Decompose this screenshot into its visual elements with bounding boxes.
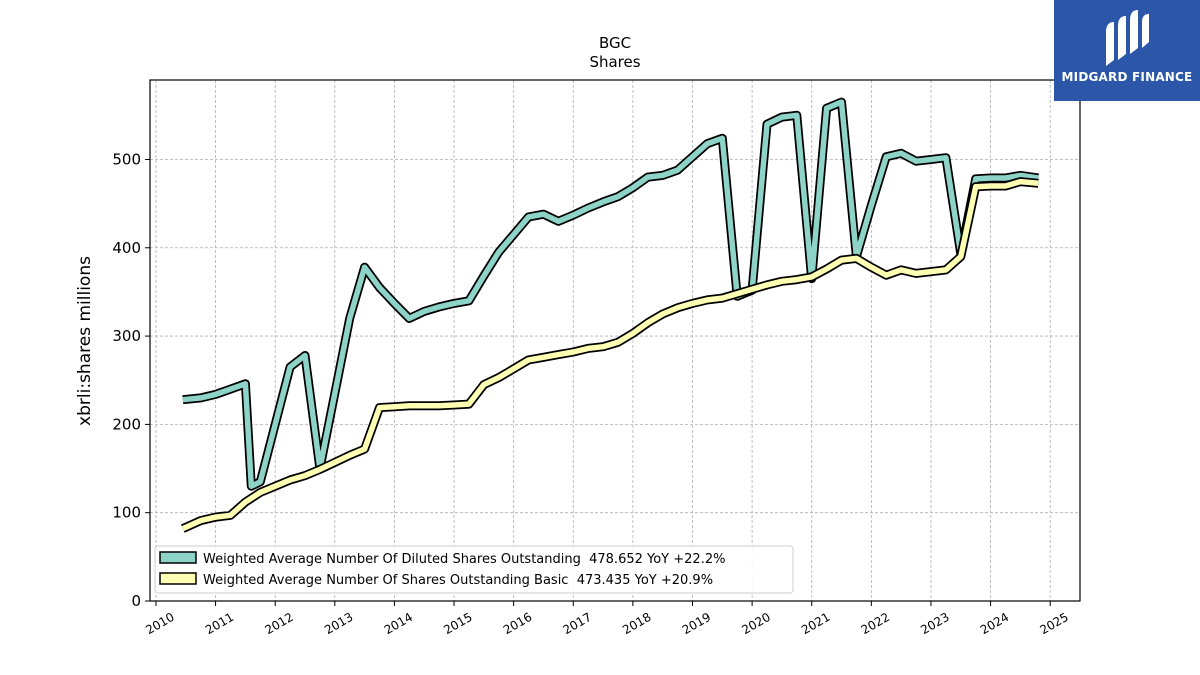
y-tick-label: 400 — [112, 239, 141, 257]
gridlines — [150, 80, 1080, 601]
y-tick-label: 500 — [112, 150, 141, 168]
y-axis-ticks: 0 100 200 300 400 500 — [112, 150, 150, 610]
x-axis-ticks: 2010 2011 2012 2013 2014 2015 2016 2017 2018 2019… — [143, 601, 1071, 637]
chart-title: BGC — [599, 34, 631, 52]
x-tick-label: 2015 — [441, 610, 474, 637]
x-tick-label: 2010 — [143, 610, 176, 637]
chart-subtitle: Shares — [589, 53, 640, 71]
legend-label-diluted: Weighted Average Number Of Diluted Share… — [203, 552, 725, 567]
series-1-line — [181, 178, 1039, 532]
plot-frame — [149, 79, 1081, 602]
y-tick-label: 100 — [112, 504, 141, 522]
x-tick-label: 2012 — [262, 610, 295, 637]
midgard-logo: MIDGARD FINANCE — [1054, 0, 1200, 101]
series-0-line — [182, 99, 1039, 489]
x-tick-label: 2014 — [382, 610, 415, 637]
y-axis-label: xbrli:shares millions — [75, 256, 95, 426]
legend-swatch-basic — [159, 572, 197, 585]
x-tick-label: 2016 — [501, 610, 534, 637]
series-1-outline — [180, 177, 1039, 533]
x-tick-label: 2022 — [859, 610, 892, 637]
midgard-logo-icon — [1106, 10, 1149, 66]
y-tick-label: 300 — [112, 327, 141, 345]
x-tick-label: 2021 — [799, 610, 832, 637]
x-tick-label: 2019 — [680, 610, 713, 637]
legend: Weighted Average Number Of Diluted Share… — [154, 545, 794, 594]
x-tick-label: 2011 — [203, 610, 236, 637]
x-tick-label: 2024 — [978, 610, 1011, 637]
x-tick-label: 2023 — [918, 610, 951, 637]
y-tick-label: 0 — [131, 592, 141, 610]
x-tick-label: 2013 — [322, 610, 355, 637]
logo-text: MIDGARD FINANCE — [1061, 70, 1193, 84]
x-tick-label: 2020 — [739, 610, 772, 637]
legend-box — [154, 545, 794, 594]
series-lines — [180, 97, 1039, 533]
x-tick-label: 2018 — [620, 610, 653, 637]
x-tick-label: 2017 — [561, 610, 594, 637]
x-tick-label: 2025 — [1037, 610, 1070, 637]
y-tick-label: 200 — [112, 415, 141, 433]
legend-swatch-diluted — [159, 551, 197, 564]
legend-label-basic: Weighted Average Number Of Shares Outsta… — [203, 573, 713, 588]
